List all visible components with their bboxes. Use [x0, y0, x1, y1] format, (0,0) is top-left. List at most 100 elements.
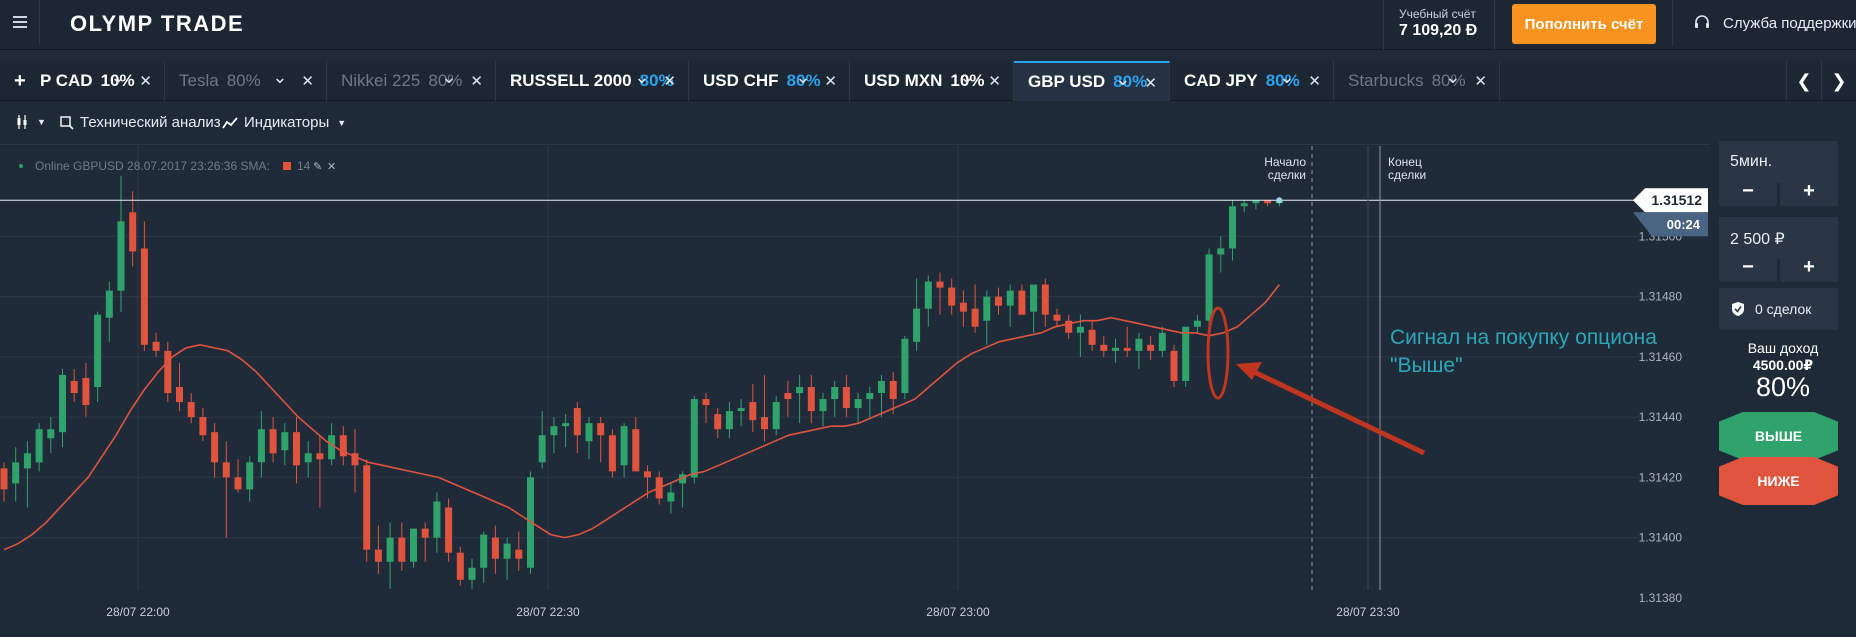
chart-background: [0, 146, 1710, 632]
close-icon[interactable]: ✕: [301, 73, 314, 90]
chevron-down-icon[interactable]: ⌄: [795, 66, 811, 87]
close-icon[interactable]: ✕: [1144, 75, 1157, 92]
tab-percent: 10%: [100, 71, 135, 90]
annotation-text: "Выше": [1390, 354, 1463, 377]
candle: [456, 546, 464, 586]
tab-navigation: ❮ ❯: [1786, 61, 1856, 101]
sma-color-swatch: [283, 162, 291, 170]
account-balance[interactable]: Учебный счёт 7 109,20 Ð: [1383, 0, 1495, 50]
candle: [234, 459, 242, 493]
chevron-down-icon[interactable]: ⌄: [634, 66, 650, 87]
candle: [737, 399, 745, 427]
candle: [901, 335, 909, 400]
tab-label: CAD JPY: [1184, 71, 1258, 90]
deposit-button[interactable]: Пополнить счёт: [1512, 4, 1656, 44]
chevron-down-icon[interactable]: ⌄: [110, 66, 126, 87]
candle: [398, 522, 406, 571]
tab-gbp-usd[interactable]: GBP USD 80% ⌄ ✕: [1014, 61, 1170, 101]
close-icon[interactable]: ✕: [470, 73, 483, 90]
chevron-down-icon: ▼: [337, 117, 347, 128]
tab-tesla[interactable]: Tesla 80% ⌄ ✕: [165, 61, 327, 101]
close-icon[interactable]: ✕: [824, 73, 837, 90]
amount-field[interactable]: 2 500 ₽: [1719, 217, 1838, 259]
close-icon[interactable]: ✕: [1474, 73, 1487, 90]
edit-icon[interactable]: ✎: [313, 160, 322, 173]
chevron-down-icon[interactable]: ⌄: [959, 66, 975, 87]
close-icon[interactable]: ✕: [988, 73, 1001, 90]
indicators-button[interactable]: Индикаторы ▼: [222, 114, 346, 131]
duration-minus-button[interactable]: −: [1719, 177, 1777, 206]
candle: [257, 411, 265, 478]
logo[interactable]: OLYMP TRADE: [70, 11, 245, 36]
candle: [784, 380, 792, 418]
chart-toolbar: ▼ Технический анализ Индикаторы ▼: [0, 102, 1710, 145]
candle: [1030, 284, 1038, 333]
chevron-down-icon[interactable]: ⌄: [1115, 68, 1131, 89]
income-value: 4500.00₽: [1752, 357, 1814, 373]
x-axis-band: [0, 590, 1640, 632]
magnifier-chart-icon: [60, 115, 74, 130]
tab-controls: ⌄ ✕: [1445, 61, 1487, 101]
candle: [632, 417, 640, 472]
candle: [199, 408, 207, 442]
tech-analysis-button[interactable]: Технический анализ: [60, 114, 221, 131]
chevron-down-icon[interactable]: ⌄: [1279, 66, 1295, 87]
candle: [702, 393, 710, 424]
candle: [562, 414, 570, 448]
amount-plus-button[interactable]: +: [1780, 253, 1838, 282]
candle: [222, 441, 230, 538]
timer-label: 00:24: [1667, 217, 1701, 232]
deal-start-label: сделки: [1268, 168, 1306, 182]
close-icon[interactable]: ✕: [327, 160, 336, 173]
candle: [246, 456, 254, 502]
deals-button[interactable]: 0 сделок: [1719, 288, 1838, 330]
price-chart[interactable]: 1.31500 1.31480 1.31460 1.31440 1.31420 1.314…: [0, 146, 1710, 632]
chevron-right-icon[interactable]: ❯: [1821, 61, 1856, 101]
candle: [12, 447, 20, 502]
candle: [608, 429, 616, 478]
candle: [1123, 326, 1131, 357]
hamburger-menu-icon[interactable]: [0, 0, 40, 44]
amount-minus-button[interactable]: −: [1719, 253, 1777, 282]
tab-russell-2000[interactable]: RUSSELL 2000 80% ⌄ ✕: [496, 61, 689, 101]
chevron-down-icon[interactable]: ⌄: [272, 66, 288, 87]
candle: [1158, 326, 1166, 357]
candle: [1205, 248, 1213, 327]
candle: [749, 383, 757, 433]
indicator-line-icon: [222, 116, 238, 128]
duration-field[interactable]: 5мин.: [1719, 141, 1838, 183]
chevron-down-icon[interactable]: ⌄: [1445, 66, 1461, 87]
tab-cad-jpy[interactable]: CAD JPY 80% ⌄ ✕: [1170, 61, 1334, 101]
down-button[interactable]: НИЖЕ: [1719, 457, 1838, 505]
tab-percent: 80%: [1431, 71, 1466, 90]
tab-usd-chf[interactable]: USD CHF 80% ⌄ ✕: [689, 61, 850, 101]
tab-p-cad[interactable]: P CAD 10% ⌄ ✕: [0, 61, 165, 101]
trade-panel: 5мин. − + 2 500 ₽ − + 0 сделок Ваш доход…: [1710, 141, 1856, 632]
tab-nikkei-225[interactable]: Nikkei 225 80% ⌄ ✕: [327, 61, 496, 101]
candle: [667, 483, 675, 514]
tab-controls: ⌄ ✕: [441, 61, 483, 101]
chart-type-selector[interactable]: ▼: [16, 114, 46, 130]
tab-starbucks[interactable]: Starbucks 80% ⌄ ✕: [1334, 61, 1500, 101]
close-icon[interactable]: ✕: [1308, 73, 1321, 90]
timer-tag: [1633, 212, 1708, 237]
up-button[interactable]: ВЫШЕ: [1719, 412, 1838, 460]
close-icon[interactable]: ✕: [139, 73, 152, 90]
candle: [503, 537, 511, 580]
support-button[interactable]: Служба поддержки: [1672, 0, 1856, 46]
tab-percent: 80%: [226, 71, 261, 90]
duration-plus-button[interactable]: +: [1780, 177, 1838, 206]
candle: [211, 423, 219, 478]
account-balance-value: 7 109,20 Ð: [1399, 22, 1478, 39]
chevron-left-icon[interactable]: ❮: [1786, 61, 1821, 101]
tab-usd-mxn[interactable]: USD MXN 10% ⌄ ✕: [850, 61, 1014, 101]
add-tab-icon[interactable]: +: [14, 70, 26, 92]
candle: [924, 275, 932, 327]
candle: [140, 221, 148, 351]
chevron-down-icon[interactable]: ⌄: [441, 66, 457, 87]
candle: [772, 396, 780, 436]
close-icon[interactable]: ✕: [663, 73, 676, 90]
chart-svg[interactable]: 1.315001.314801.314601.314401.314201.314…: [0, 146, 1710, 632]
y-tick-label: 1.31380: [1639, 591, 1683, 605]
tab-label: Nikkei 225: [341, 71, 421, 90]
